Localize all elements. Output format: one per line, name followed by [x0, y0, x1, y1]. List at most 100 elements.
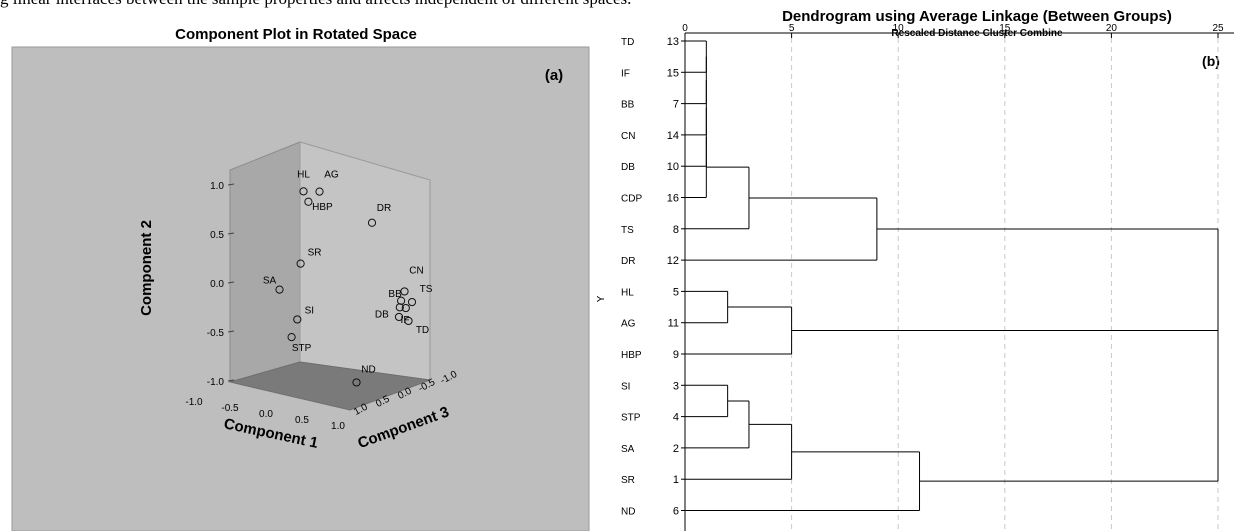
point-label-sa: SA — [263, 276, 277, 287]
point-ag — [315, 187, 324, 196]
leaf-label-si: SI — [621, 381, 630, 392]
leaf-id-10: 10 — [667, 161, 679, 173]
merge-9 — [685, 384, 729, 418]
panel-label-a: (a) — [545, 67, 563, 84]
leaf-id-3: 3 — [673, 380, 679, 392]
leaf-label-db: DB — [621, 162, 635, 173]
point-cdp — [401, 303, 410, 313]
leaf-id-13: 13 — [667, 36, 679, 48]
point-label-si: SI — [305, 305, 314, 316]
y-tick — [227, 183, 235, 186]
x-tick-label: -0.5 — [221, 403, 239, 414]
point-sr — [296, 259, 305, 268]
dendrogram-panel: Dendrogram using Average Linkage (Betwee… — [597, 0, 1237, 531]
point-nd — [352, 378, 361, 387]
point-label-dr: DR — [377, 203, 391, 214]
point-label-ag: AG — [324, 170, 339, 181]
point-label-sr: SR — [308, 248, 322, 259]
leaf-id-15: 15 — [667, 67, 679, 79]
point-db — [395, 303, 404, 312]
x-tick-label: 0.0 — [259, 409, 273, 420]
merge-2 — [685, 80, 707, 136]
y-tick-label: 0.0 — [210, 279, 224, 290]
leaf-id-1: 1 — [673, 474, 679, 486]
point-label-stp: STP — [292, 343, 312, 354]
leaf-label-ts: TS — [621, 225, 634, 236]
leaf-id-12: 12 — [667, 255, 679, 267]
leaf-id-8: 8 — [673, 224, 679, 236]
leaf-id-5: 5 — [673, 286, 679, 298]
leaf-label-nd: ND — [621, 507, 635, 518]
merge-8 — [685, 306, 793, 355]
x-tick-label: -1.0 — [185, 397, 203, 408]
caption-fragment: g linear interfaces between the sample p… — [0, 0, 1237, 9]
rotated-space-cube — [228, 141, 431, 411]
y-tick-label: -0.5 — [207, 328, 225, 339]
point-stp — [287, 332, 296, 342]
merge-1 — [685, 56, 707, 105]
point-cn — [400, 287, 409, 296]
merge-14 — [876, 228, 1219, 406]
point-ts — [407, 297, 417, 307]
leaf-id-2: 2 — [673, 443, 679, 455]
merge-3 — [685, 107, 707, 167]
y-tick — [227, 379, 235, 382]
leaf-label-cn: CN — [621, 131, 635, 142]
point-td — [404, 316, 413, 326]
x-tick-label: 10 — [893, 23, 905, 34]
dendrogram-links — [685, 40, 1219, 511]
y-tick-label: -1.0 — [207, 377, 225, 388]
leaf-id-7: 7 — [673, 99, 679, 111]
component-plot-panel: Component Plot in Rotated Space (a) 1.0 0… — [0, 0, 600, 531]
point-label-hl: HL — [297, 169, 310, 180]
y-axis-label: Component 2 — [138, 220, 155, 316]
point-label-db: DB — [375, 309, 389, 320]
x-tick-label: 5 — [789, 23, 795, 34]
leaf-label-dr: DR — [621, 256, 635, 267]
point-label-bb: BB — [388, 289, 402, 300]
dendrogram-y-label: Y — [597, 295, 607, 303]
merge-4 — [685, 136, 707, 198]
point-label-ts: TS — [420, 284, 433, 295]
y-tick-label: 0.5 — [210, 230, 224, 241]
point-label-td: TD — [416, 325, 429, 336]
leaf-label-ag: AG — [621, 319, 636, 330]
merge-0 — [685, 40, 707, 73]
merge-7 — [685, 290, 729, 324]
leaf-label-hl: HL — [621, 287, 634, 298]
point-label-nd: ND — [361, 364, 375, 375]
floor — [228, 361, 431, 411]
merge-10 — [685, 400, 750, 449]
merge-11 — [685, 423, 793, 480]
x-tick-label: 0.5 — [295, 415, 309, 426]
point-label-hbp: HBP — [312, 202, 333, 213]
dendrogram-grid: 0 5 10 15 20 25 — [682, 23, 1234, 531]
leaf-id-16: 16 — [667, 193, 679, 205]
point-if — [394, 312, 404, 322]
component-plot-title: Component Plot in Rotated Space — [175, 26, 417, 43]
leaf-label-cdp: CDP — [621, 194, 642, 205]
point-label-cn: CN — [409, 265, 423, 276]
y-tick-label: 1.0 — [210, 181, 224, 192]
back-wall — [299, 141, 431, 381]
dendrogram-chart: Dendrogram using Average Linkage (Betwee… — [597, 8, 1234, 531]
leaf-label-td: TD — [621, 37, 634, 48]
leaf-id-11: 11 — [668, 318, 679, 330]
leaf-id-6: 6 — [673, 506, 679, 518]
leaf-id-4: 4 — [673, 412, 679, 424]
leaf-id-14: 14 — [667, 130, 679, 142]
y-tick — [227, 232, 235, 235]
x-tick-label: 0 — [682, 23, 688, 34]
point-hl — [299, 187, 308, 196]
point-hbp — [304, 197, 313, 206]
point-sa — [275, 285, 284, 294]
x-tick-label: 1.0 — [331, 421, 345, 432]
x-tick-label: 20 — [1106, 23, 1118, 34]
leaf-label-sr: SR — [621, 475, 635, 486]
leaf-label-hbp: HBP — [621, 350, 642, 361]
point-dr — [367, 218, 377, 227]
dendrogram-title: Dendrogram using Average Linkage (Betwee… — [782, 8, 1172, 25]
x-tick-label: 25 — [1212, 23, 1224, 34]
